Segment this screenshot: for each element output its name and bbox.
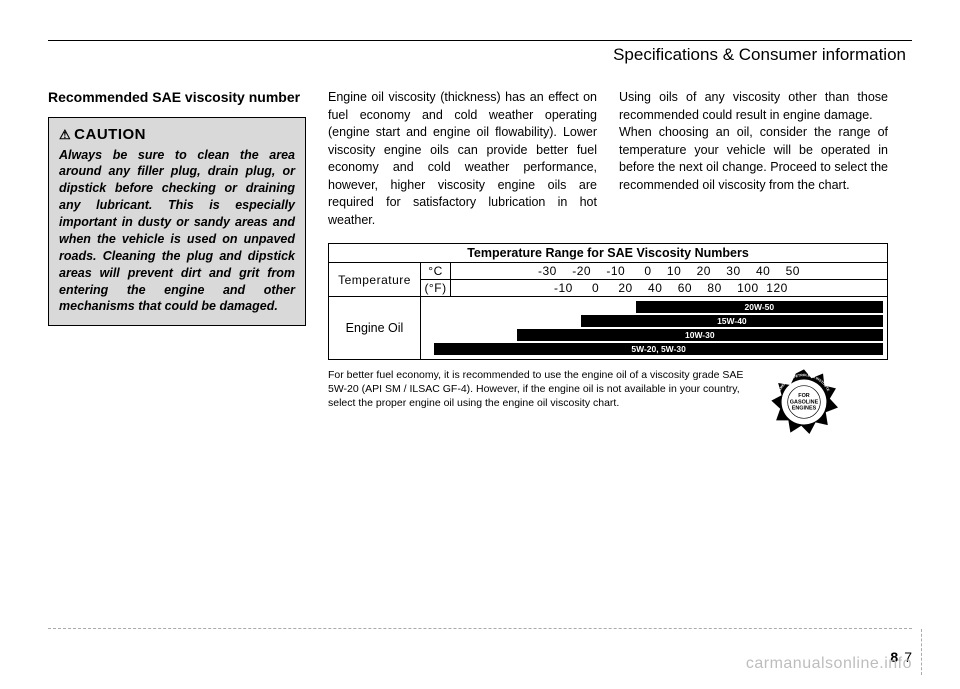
- chart-scale-c: -30 -20 -10 0 10 20 30 40 50: [451, 263, 888, 280]
- column-left: Recommended SAE viscosity number ⚠CAUTIO…: [48, 89, 306, 436]
- dashed-rule: [48, 628, 912, 629]
- chart-unit-c: °C: [421, 263, 451, 280]
- warning-icon: ⚠: [59, 127, 71, 142]
- footnote-text: For better fuel economy, it is recommend…: [328, 368, 758, 411]
- bar-row: 15W-40: [425, 315, 883, 327]
- right-paragraph: Using oils of any viscosity other than t…: [619, 89, 888, 194]
- api-seal-icon: AMERICAN PETROLEUM INSTITUTE CERTIFIED F…: [770, 368, 838, 436]
- seal-inner-2: GASOLINE: [790, 399, 819, 405]
- chart-bars-cell: 20W-50 15W-40 10W-30 5W-20, 5W-30: [421, 297, 888, 360]
- rule-top: [48, 40, 912, 41]
- page: Specifications & Consumer information Re…: [0, 0, 960, 689]
- chart-temp-label: Temperature: [329, 263, 421, 297]
- chart-title: Temperature Range for SAE Viscosity Numb…: [329, 244, 888, 263]
- right-top-row: Engine oil viscosity (thickness) has an …: [328, 89, 888, 229]
- caution-body: Always be sure to clean the area around …: [59, 147, 295, 316]
- bar-20w50: 20W-50: [636, 301, 883, 313]
- content-columns: Recommended SAE viscosity number ⚠CAUTIO…: [48, 89, 912, 436]
- chart-scale-f: -10 0 20 40 60 80 100 120: [451, 280, 888, 297]
- bar-15w40: 15W-40: [581, 315, 883, 327]
- caution-title: ⚠CAUTION: [59, 126, 295, 143]
- chart-unit-f: (°F): [421, 280, 451, 297]
- bar-row: 10W-30: [425, 329, 883, 341]
- column-right: Using oils of any viscosity other than t…: [619, 89, 888, 229]
- seal-inner-3: ENGINES: [792, 405, 817, 411]
- footnote-row: For better fuel economy, it is recommend…: [328, 368, 888, 436]
- dashed-corner: [921, 629, 922, 675]
- left-heading: Recommended SAE viscosity number: [48, 89, 306, 107]
- header-title: Specifications & Consumer information: [48, 45, 912, 65]
- mid-paragraph: Engine oil viscosity (thickness) has an …: [328, 89, 597, 229]
- bar-5w20-5w30: 5W-20, 5W-30: [434, 343, 883, 355]
- watermark: carmanualsonline.info: [746, 655, 912, 673]
- viscosity-chart: Temperature Range for SAE Viscosity Numb…: [328, 243, 888, 360]
- chart-oil-label: Engine Oil: [329, 297, 421, 360]
- bar-row: 5W-20, 5W-30: [425, 343, 883, 355]
- caution-label: CAUTION: [74, 126, 146, 143]
- column-right-area: Engine oil viscosity (thickness) has an …: [328, 89, 888, 436]
- column-mid: Engine oil viscosity (thickness) has an …: [328, 89, 597, 229]
- caution-box: ⚠CAUTION Always be sure to clean the are…: [48, 117, 306, 327]
- bar-row: 20W-50: [425, 301, 883, 313]
- bar-10w30: 10W-30: [517, 329, 883, 341]
- seal-inner-1: FOR: [798, 393, 810, 399]
